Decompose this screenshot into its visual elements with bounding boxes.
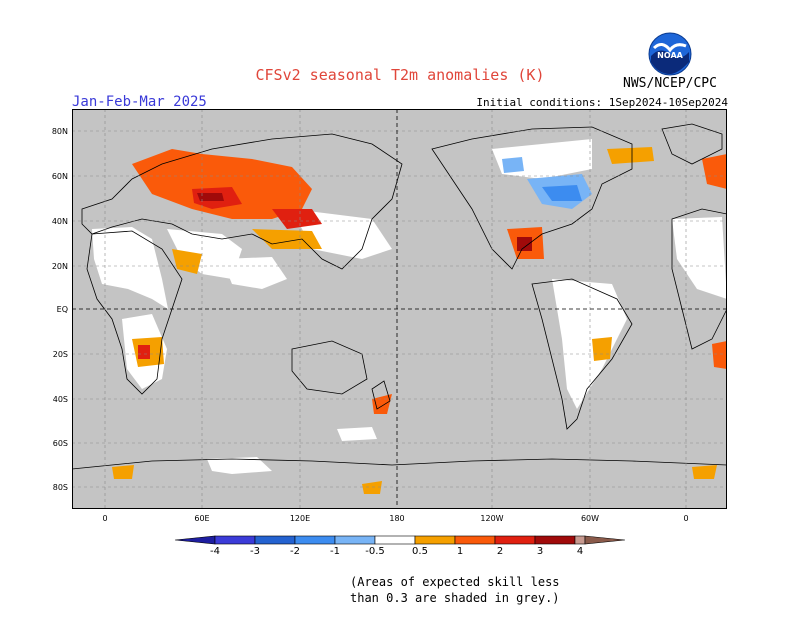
- warm-anomalies: [112, 147, 727, 494]
- agency-label: NWS/NCEP/CPC: [623, 76, 717, 91]
- lat-label: 20N: [51, 262, 68, 271]
- colorbar-cell: [334, 535, 376, 545]
- lat-label: 20S: [52, 350, 68, 359]
- colorbar-label: -0.5: [365, 546, 385, 557]
- colorbar-cell: [214, 535, 256, 545]
- colorbar-cell: [254, 535, 296, 545]
- lat-label: 40N: [51, 217, 68, 226]
- logo-text: NOAA: [657, 51, 683, 60]
- lat-label: 80S: [52, 483, 68, 492]
- colorbar-cell: [294, 535, 336, 545]
- lon-label: 60E: [194, 514, 210, 523]
- lon-label: 0: [102, 514, 108, 523]
- lon-label: 120W: [480, 514, 504, 523]
- colorbar-label: 0.5: [412, 546, 428, 557]
- lon-label: 0: [683, 514, 689, 523]
- lon-label: 180: [389, 514, 405, 523]
- colorbar-label: -3: [250, 546, 260, 557]
- colorbar-cell: [584, 535, 626, 545]
- initial-conditions: Initial conditions: 1Sep2024-10Sep2024: [476, 96, 728, 109]
- skill-footnote: (Areas of expected skill less than 0.3 a…: [300, 574, 560, 606]
- colorbar-label: -1: [330, 546, 340, 557]
- footnote-line: than 0.3 are shaded in grey.): [350, 591, 560, 605]
- footnote-line: (Areas of expected skill less: [350, 575, 560, 589]
- noaa-logo: NOAA: [648, 32, 692, 76]
- coastlines: [72, 123, 727, 470]
- lat-label: 80N: [51, 127, 68, 136]
- colorbar-label: -4: [210, 546, 220, 557]
- colorbar-label: 1: [456, 546, 464, 557]
- colorbar-cell: [454, 535, 496, 545]
- colorbar-label: 4: [576, 546, 584, 557]
- map-frame: [72, 109, 727, 509]
- season-label: Jan-Feb-Mar 2025: [72, 94, 207, 110]
- colorbar-label: 3: [536, 546, 544, 557]
- chart-title: CFSv2 seasonal T2m anomalies (K): [255, 66, 545, 84]
- lat-label: 60N: [51, 172, 68, 181]
- colorbar-cell: [494, 535, 536, 545]
- lon-label: 60W: [580, 514, 600, 523]
- cold-anomalies: [502, 157, 592, 209]
- colorbar-label: 2: [496, 546, 504, 557]
- colorbar-label: -2: [290, 546, 300, 557]
- colorbar-cell: [534, 535, 576, 545]
- lat-label: 60S: [52, 439, 68, 448]
- colorbar-cell: [374, 535, 416, 545]
- anomaly-map: [72, 109, 727, 509]
- lon-label: 120E: [289, 514, 311, 523]
- colorbar: [174, 535, 626, 545]
- lat-label: EQ: [56, 305, 68, 314]
- colorbar-cell: [574, 535, 586, 545]
- lat-label: 40S: [52, 395, 68, 404]
- colorbar-cell: [174, 535, 216, 545]
- colorbar-cell: [414, 535, 456, 545]
